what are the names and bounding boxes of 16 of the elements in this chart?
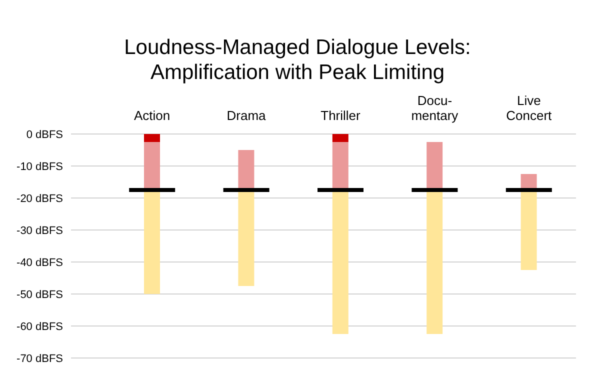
y-tick-label: -30 dBFS xyxy=(16,224,63,237)
y-tick-label: -70 dBFS xyxy=(16,352,63,365)
y-tick-label: -10 dBFS xyxy=(16,160,63,173)
bar xyxy=(332,134,348,142)
bar xyxy=(144,134,160,142)
x-tick-label: Live Concert xyxy=(506,93,552,123)
x-tick-label: Docu- mentary xyxy=(411,93,459,123)
x-tick-label: Thriller xyxy=(320,108,362,123)
y-tick-label: -60 dBFS xyxy=(16,320,63,333)
y-tick-label: -50 dBFS xyxy=(16,288,63,301)
chart-title: Loudness-Managed Dialogue Levels: Amplification with Peak Limiting xyxy=(123,35,472,85)
y-tick-label: 0 dBFS xyxy=(26,128,63,141)
y-tick-label: -20 dBFS xyxy=(16,192,63,205)
y-tick-label: -40 dBFS xyxy=(16,256,63,269)
x-tick-label: Drama xyxy=(226,108,267,123)
x-tick-label: Action xyxy=(134,108,170,123)
